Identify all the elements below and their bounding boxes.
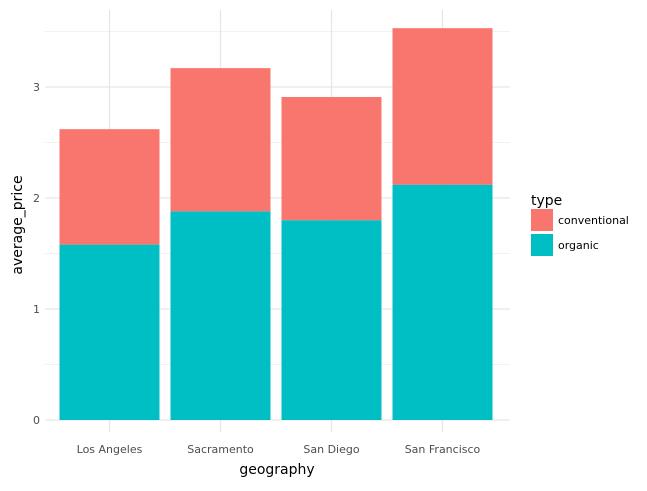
legend-entries: conventional organic [531,209,629,256]
y-tick-label: 2 [33,192,40,205]
bar-organic-sacramento [170,211,271,420]
bar-conventional-san-diego [281,96,382,221]
legend: type conventional organic [531,193,629,256]
x-axis-title: geography [239,462,314,478]
bar-organic-san-francisco [392,184,493,420]
legend-swatch-conventional [531,209,553,231]
legend-label-organic: organic [558,239,599,252]
bar-organic-san-diego [281,220,382,420]
x-tick-label: San Francisco [405,443,481,456]
y-axis-ticks: 0 1 2 3 [33,81,40,427]
legend-label-conventional: conventional [558,214,629,227]
x-tick-label: Sacramento [187,443,254,456]
x-tick-label: San Diego [303,443,359,456]
y-tick-label: 3 [33,81,40,94]
bar-conventional-san-francisco [392,28,493,185]
y-axis-title: average_price [10,175,26,274]
y-tick-label: 0 [33,414,40,427]
x-axis-ticks: Los Angeles Sacramento San Diego San Franci… [77,443,481,456]
bar-conventional-sacramento [170,68,271,212]
legend-swatch-organic [531,234,553,256]
legend-title: type [531,193,562,209]
bars-layer [59,28,493,420]
y-tick-label: 1 [33,303,40,316]
bar-conventional-los-angeles [59,129,160,245]
x-tick-label: Los Angeles [77,443,143,456]
bar-organic-los-angeles [59,244,160,420]
